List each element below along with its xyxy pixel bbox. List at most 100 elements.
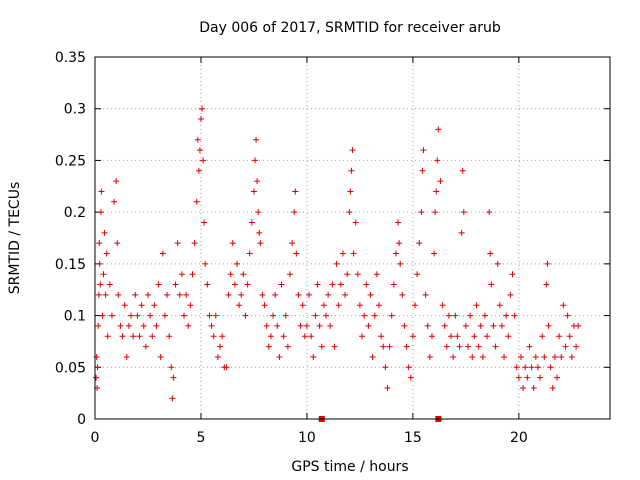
data-point xyxy=(515,374,522,381)
data-point xyxy=(159,250,166,257)
data-point xyxy=(390,281,397,288)
data-point xyxy=(316,322,323,329)
data-point xyxy=(373,271,380,278)
x-tick-label: 10 xyxy=(298,430,316,446)
data-point xyxy=(522,364,529,371)
data-point xyxy=(409,333,416,340)
data-point xyxy=(295,291,302,298)
data-point xyxy=(96,260,103,267)
y-tick-label: 0.1 xyxy=(64,309,86,325)
data-point xyxy=(196,147,203,154)
data-point xyxy=(185,322,192,329)
data-point xyxy=(310,353,317,360)
data-point xyxy=(164,291,171,298)
data-point xyxy=(450,353,457,360)
data-point xyxy=(494,260,501,267)
data-point xyxy=(248,219,255,226)
data-point xyxy=(435,126,442,133)
data-point xyxy=(471,333,478,340)
data-point xyxy=(475,343,482,350)
data-point xyxy=(170,374,177,381)
data-point xyxy=(265,343,272,350)
data-point xyxy=(354,271,361,278)
data-point xyxy=(528,364,535,371)
x-tick-label: 20 xyxy=(510,430,528,446)
data-point xyxy=(432,209,439,216)
data-point xyxy=(176,291,183,298)
data-point xyxy=(291,209,298,216)
data-point xyxy=(303,322,310,329)
data-point xyxy=(276,353,283,360)
data-point xyxy=(318,343,325,350)
chart-title: Day 006 of 2017, SRMTID for receiver aru… xyxy=(199,20,501,36)
data-point xyxy=(178,271,185,278)
data-point xyxy=(434,157,441,164)
data-point xyxy=(384,384,391,391)
data-point xyxy=(286,271,293,278)
data-point xyxy=(200,157,207,164)
data-point xyxy=(94,364,101,371)
data-point xyxy=(193,198,200,205)
data-point xyxy=(147,312,154,319)
data-point xyxy=(431,250,438,257)
data-point xyxy=(481,312,488,319)
data-point xyxy=(225,291,232,298)
data-point xyxy=(424,322,431,329)
x-tick-label: 0 xyxy=(91,430,100,446)
data-point xyxy=(395,219,402,226)
data-point xyxy=(344,271,351,278)
data-point xyxy=(539,333,546,340)
data-point xyxy=(433,188,440,195)
data-point xyxy=(174,240,181,247)
data-point xyxy=(342,291,349,298)
data-point xyxy=(537,374,544,381)
data-point xyxy=(115,291,122,298)
data-point xyxy=(101,229,108,236)
data-point xyxy=(459,167,466,174)
x-tick-label: 15 xyxy=(404,430,422,446)
data-point xyxy=(416,240,423,247)
data-point xyxy=(289,240,296,247)
data-point xyxy=(191,240,198,247)
data-point xyxy=(454,333,461,340)
data-point xyxy=(263,322,270,329)
data-point xyxy=(426,353,433,360)
data-point xyxy=(250,188,257,195)
data-point xyxy=(363,281,370,288)
data-point xyxy=(293,250,300,257)
data-point xyxy=(505,333,512,340)
y-axis-title: SRMTID / TECUs xyxy=(7,182,23,295)
data-point xyxy=(545,322,552,329)
data-point xyxy=(233,260,240,267)
data-point xyxy=(312,312,319,319)
data-point xyxy=(396,240,403,247)
data-point xyxy=(513,364,520,371)
data-point xyxy=(204,281,211,288)
data-point xyxy=(503,312,510,319)
data-point xyxy=(511,312,518,319)
x-axis-title: GPS time / hours xyxy=(291,459,408,475)
data-point xyxy=(399,291,406,298)
data-point xyxy=(95,322,102,329)
data-point xyxy=(214,353,221,360)
data-point xyxy=(414,271,421,278)
data-point xyxy=(369,353,376,360)
data-point xyxy=(292,188,299,195)
data-point xyxy=(452,312,459,319)
data-point xyxy=(138,302,145,309)
data-point xyxy=(467,312,474,319)
data-point xyxy=(114,240,121,247)
data-points xyxy=(93,105,582,402)
data-point xyxy=(551,353,558,360)
data-point xyxy=(378,333,385,340)
data-point xyxy=(256,229,263,236)
data-point xyxy=(496,302,503,309)
data-point xyxy=(534,364,541,371)
y-tick-label: 0.3 xyxy=(64,102,86,118)
data-point xyxy=(187,302,194,309)
data-point xyxy=(325,291,332,298)
plot-frame xyxy=(94,56,611,420)
grid-lines xyxy=(95,57,610,419)
data-point xyxy=(473,302,480,309)
data-point xyxy=(97,209,104,216)
